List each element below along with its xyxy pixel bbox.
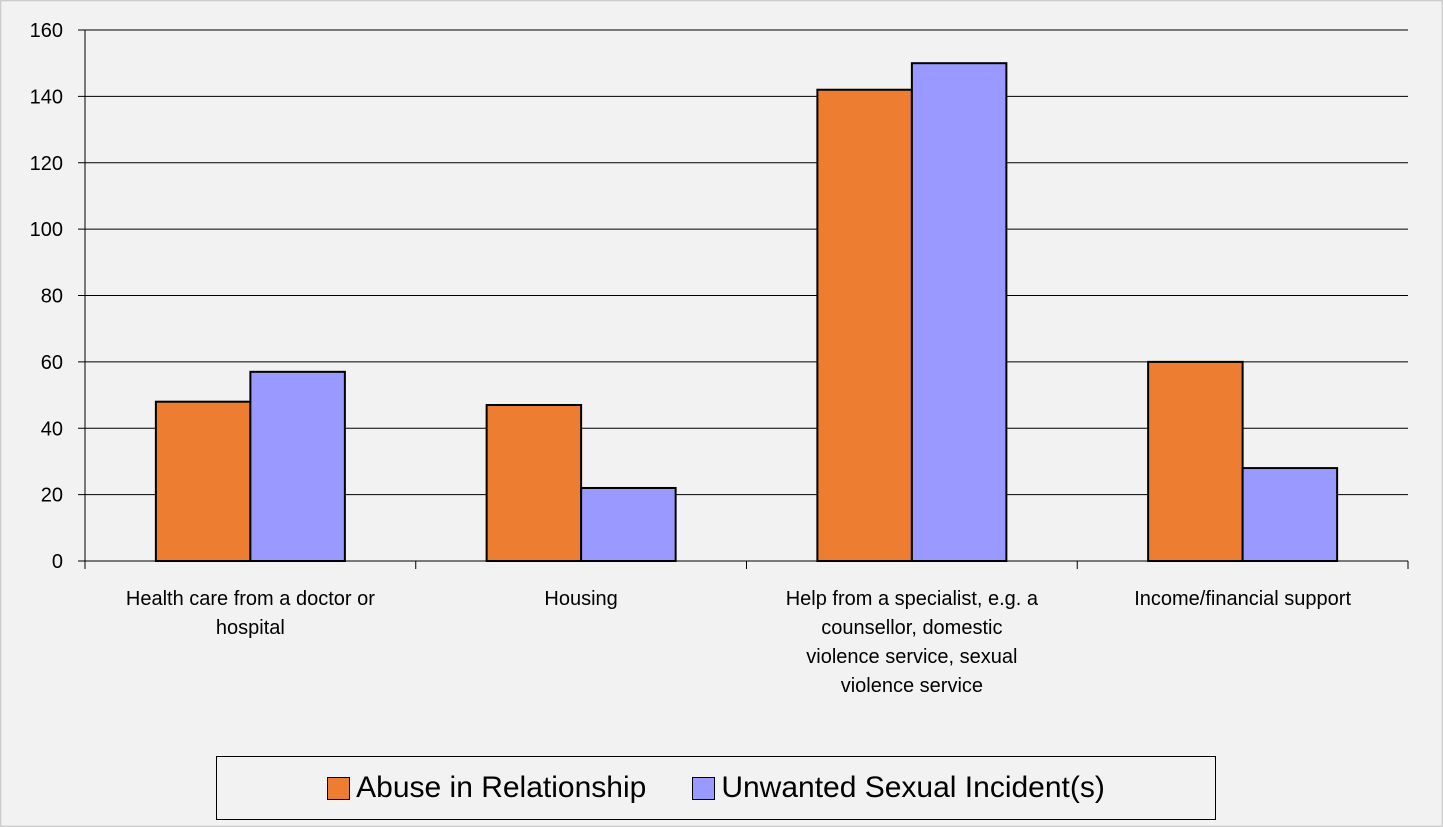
legend-item-abuse: Abuse in Relationship	[327, 771, 646, 805]
y-tick-label: 80	[41, 286, 63, 308]
bar	[580, 486, 677, 562]
x-tick-label-line: hospital	[215, 617, 285, 639]
y-tick-label: 20	[41, 485, 63, 507]
bar	[249, 370, 346, 562]
legend-label-abuse: Abuse in Relationship	[356, 771, 647, 804]
axes	[84, 30, 1409, 569]
x-tick-label: Health care from a doctor or hospital	[85, 585, 416, 643]
legend-swatch-unwanted	[692, 776, 716, 800]
bar	[816, 88, 913, 563]
legend-item-unwanted: Unwanted Sexual Incident(s)	[692, 771, 1105, 805]
x-tick-label-line: Help from a specialist, e.g. a	[785, 588, 1039, 610]
bar	[1241, 467, 1339, 563]
x-tick-label-line: violence service, sexual	[806, 646, 1018, 668]
x-tick-label: Income/financial support	[1077, 585, 1408, 614]
x-tick-label-line: Income/financial support	[1134, 588, 1352, 610]
y-tick-label: 120	[30, 153, 63, 175]
y-tick-labels: 0 20 40 60 80 100 120 140 160	[30, 20, 63, 573]
legend-label-unwanted: Unwanted Sexual Incident(s)	[721, 771, 1105, 804]
y-tick-label: 0	[52, 551, 63, 573]
legend-swatch-abuse	[327, 776, 351, 800]
y-tick-label: 40	[41, 418, 63, 440]
bar	[485, 404, 583, 562]
y-tick-label: 140	[30, 86, 63, 108]
x-tick-label-line: Housing	[544, 588, 618, 610]
x-tick-label-line: violence service	[840, 675, 984, 697]
x-tick-label: Housing	[416, 585, 747, 614]
y-tick-label: 60	[41, 352, 63, 374]
x-tick-label: Help from a specialist, e.g. a counsellor…	[747, 585, 1078, 701]
x-tick-label-line: Health care from a doctor or	[125, 588, 375, 610]
y-tick-label: 160	[30, 20, 63, 42]
bar	[1147, 360, 1244, 562]
x-tick-label-line: counsellor, domestic	[821, 617, 1003, 639]
bars	[154, 62, 1339, 563]
bar	[154, 400, 252, 563]
y-tick-label: 100	[30, 219, 63, 241]
bar	[910, 62, 1008, 562]
legend: Abuse in Relationship Unwanted Sexual In…	[216, 756, 1216, 820]
